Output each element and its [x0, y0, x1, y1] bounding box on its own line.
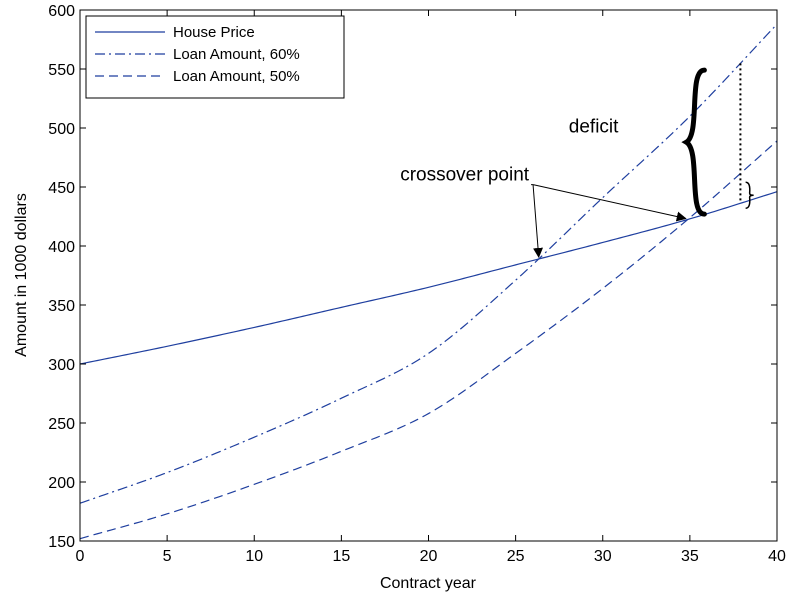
- y-tick-label: 450: [48, 180, 75, 197]
- annotation-layer: crossover point deficit: [400, 63, 754, 258]
- crossover-arrow-2: [532, 184, 687, 222]
- tick-layer: 0 5 10 15 20 25 30 35 40 150 200 250 300 350 400 450 500…: [48, 3, 786, 565]
- data-point-s2-3: [340, 450, 343, 453]
- x-tick-label: 40: [768, 548, 786, 565]
- x-tick-label: 10: [245, 548, 263, 565]
- data-point-s2-2: [253, 483, 256, 486]
- y-axis-title: Amount in 1000 dollars: [13, 193, 30, 357]
- data-point-s0-6: [601, 241, 604, 244]
- x-tick-label: 30: [594, 548, 612, 565]
- legend-label-1: Loan Amount, 60%: [173, 46, 300, 63]
- deficit-label: deficit: [569, 117, 619, 138]
- data-point-s0-4: [427, 286, 430, 289]
- data-point-s0-3: [340, 306, 343, 309]
- y-tick-label: 550: [48, 62, 75, 79]
- legend-label-0: House Price: [173, 24, 255, 41]
- data-point-s2-7: [688, 216, 691, 219]
- crossover-arrow-1: [532, 184, 544, 258]
- data-point-s1-2: [253, 436, 256, 439]
- series-line-1: [79, 23, 778, 504]
- series-layer: [79, 23, 778, 540]
- x-tick-label: 5: [163, 548, 172, 565]
- crossover-point-label: crossover point: [400, 165, 530, 186]
- data-point-s2-4: [427, 412, 430, 415]
- y-tick-label: 300: [48, 357, 75, 374]
- data-point-s0-5: [514, 263, 517, 266]
- x-axis-title: Contract year: [380, 575, 477, 592]
- series-line-0: [79, 191, 778, 365]
- data-point-s1-3: [340, 397, 343, 400]
- y-tick-label: 150: [48, 534, 75, 551]
- data-point-s1-6: [601, 196, 604, 199]
- y-tick-label: 400: [48, 239, 75, 256]
- x-tick-label: 25: [507, 548, 525, 565]
- data-point-s2-1: [166, 512, 169, 515]
- data-point-s2-6: [601, 287, 604, 290]
- x-tick-label: 0: [76, 548, 85, 565]
- y-tick-label: 500: [48, 121, 75, 138]
- data-point-s1-4: [427, 352, 430, 355]
- y-tick-label: 600: [48, 3, 75, 20]
- y-tick-label: 250: [48, 416, 75, 433]
- data-point-s0-2: [253, 326, 256, 329]
- data-point-s2-5: [514, 352, 517, 355]
- data-point-s1-5: [514, 279, 517, 282]
- deficit-brace: [681, 67, 707, 217]
- x-tick-label: 35: [681, 548, 699, 565]
- x-tick-label: 20: [420, 548, 438, 565]
- small-brace: [745, 181, 754, 209]
- data-point-s0-1: [166, 345, 169, 348]
- data-point-s1-1: [166, 471, 169, 474]
- legend: House Price Loan Amount, 60% Loan Amount, …: [85, 15, 345, 99]
- legend-label-2: Loan Amount, 50%: [173, 68, 300, 85]
- legend-box: [85, 15, 345, 99]
- y-tick-label: 350: [48, 298, 75, 315]
- y-tick-label: 200: [48, 475, 75, 492]
- series-line-2: [79, 140, 778, 540]
- x-tick-label: 15: [332, 548, 350, 565]
- data-point-s1-7: [688, 115, 691, 118]
